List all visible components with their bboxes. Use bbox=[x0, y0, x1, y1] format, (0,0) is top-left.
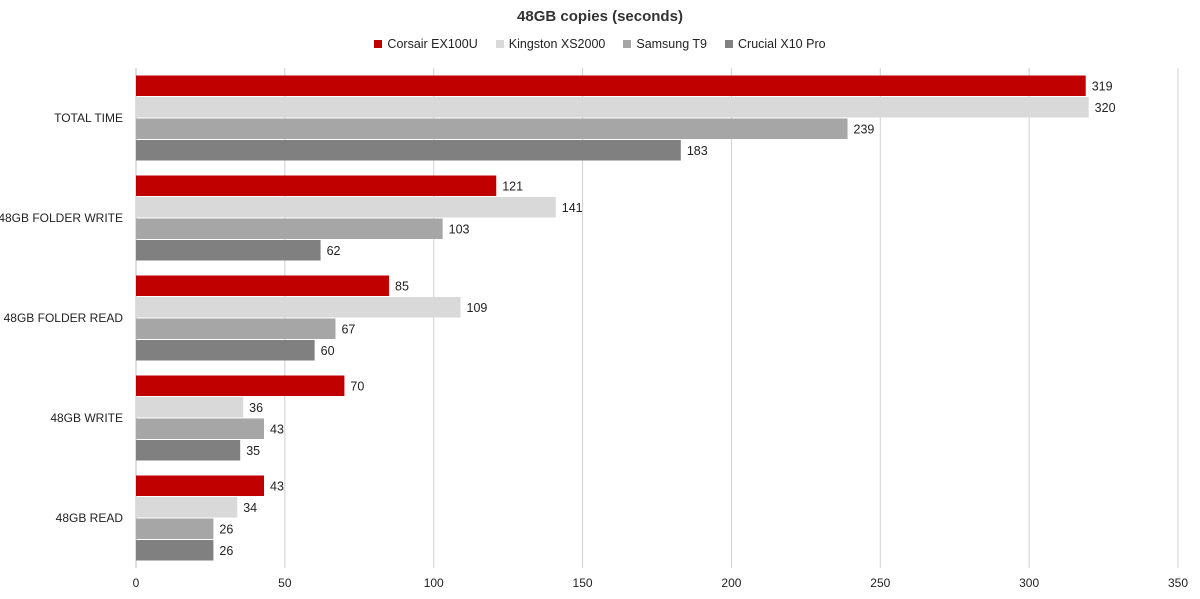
legend-swatch-samsung bbox=[623, 40, 632, 48]
x-tick-label-50: 50 bbox=[278, 576, 292, 590]
bar-1-0 bbox=[136, 175, 497, 196]
bar-4-3 bbox=[136, 540, 214, 561]
legend-item-kingston: Kingston XS2000 bbox=[495, 37, 606, 51]
data-label-4-3: 26 bbox=[219, 544, 233, 558]
data-label-1-3: 62 bbox=[327, 244, 341, 258]
legend-label-crucial: Crucial X10 Pro bbox=[738, 37, 826, 51]
category-label-2: 48GB FOLDER READ bbox=[4, 311, 124, 325]
bar-2-1 bbox=[136, 297, 461, 318]
data-label-2-1: 109 bbox=[467, 301, 488, 315]
data-label-1-0: 121 bbox=[502, 179, 523, 193]
bar-0-2 bbox=[136, 118, 848, 139]
bar-3-0 bbox=[136, 375, 345, 396]
category-label-1: 48GB FOLDER WRITE bbox=[0, 211, 123, 225]
chart-title: 48GB copies (seconds) bbox=[517, 8, 683, 25]
data-label-4-0: 43 bbox=[270, 479, 284, 493]
legend-label-samsung: Samsung T9 bbox=[636, 37, 708, 51]
data-label-3-3: 35 bbox=[246, 444, 260, 458]
x-tick-label-100: 100 bbox=[424, 576, 444, 590]
bar-3-1 bbox=[136, 397, 244, 418]
bar-2-0 bbox=[136, 275, 390, 296]
x-tick-label-0: 0 bbox=[133, 576, 140, 590]
data-label-0-3: 183 bbox=[687, 144, 708, 158]
data-label-1-2: 103 bbox=[449, 222, 470, 236]
bar-4-0 bbox=[136, 475, 265, 496]
data-label-3-1: 36 bbox=[249, 401, 263, 415]
bar-1-3 bbox=[136, 240, 321, 261]
bar-2-3 bbox=[136, 340, 315, 361]
x-tick-label-300: 300 bbox=[1019, 576, 1039, 590]
bar-4-2 bbox=[136, 518, 214, 539]
bar-0-1 bbox=[136, 97, 1089, 118]
bar-0-3 bbox=[136, 140, 681, 161]
bar-1-2 bbox=[136, 218, 443, 239]
category-label-4: 48GB READ bbox=[56, 511, 124, 525]
legend-swatch-crucial bbox=[725, 40, 734, 48]
x-tick-label-350: 350 bbox=[1168, 576, 1188, 590]
data-label-2-0: 85 bbox=[395, 279, 409, 293]
x-tick-label-250: 250 bbox=[870, 576, 890, 590]
legend-item-crucial: Crucial X10 Pro bbox=[725, 37, 826, 51]
bar-0-0 bbox=[136, 75, 1086, 96]
bar-4-1 bbox=[136, 497, 238, 518]
data-label-3-0: 70 bbox=[350, 379, 364, 393]
bar-2-2 bbox=[136, 318, 336, 339]
category-label-0: TOTAL TIME bbox=[54, 111, 123, 125]
data-label-2-3: 60 bbox=[321, 344, 335, 358]
data-label-2-2: 67 bbox=[341, 322, 355, 336]
legend: Corsair EX100U Kingston XS2000 Samsung T… bbox=[0, 37, 1200, 51]
data-label-0-1: 320 bbox=[1095, 101, 1116, 115]
data-label-1-1: 141 bbox=[562, 201, 583, 215]
bar-1-1 bbox=[136, 197, 556, 218]
legend-swatch-kingston bbox=[495, 40, 504, 48]
x-tick-label-200: 200 bbox=[721, 576, 741, 590]
x-tick-label-150: 150 bbox=[573, 576, 593, 590]
legend-label-corsair: Corsair EX100U bbox=[387, 37, 478, 51]
data-label-4-2: 26 bbox=[219, 522, 233, 536]
bar-3-2 bbox=[136, 418, 265, 439]
data-label-0-0: 319 bbox=[1092, 79, 1113, 93]
legend-swatch-corsair bbox=[374, 40, 383, 48]
category-label-3: 48GB WRITE bbox=[50, 411, 123, 425]
data-label-0-2: 239 bbox=[854, 122, 875, 136]
legend-item-samsung: Samsung T9 bbox=[623, 37, 707, 51]
legend-item-corsair: Corsair EX100U bbox=[374, 37, 478, 51]
legend-label-kingston: Kingston XS2000 bbox=[508, 37, 606, 51]
bar-3-3 bbox=[136, 440, 241, 461]
data-label-4-1: 34 bbox=[243, 501, 257, 515]
data-label-3-2: 43 bbox=[270, 422, 284, 436]
